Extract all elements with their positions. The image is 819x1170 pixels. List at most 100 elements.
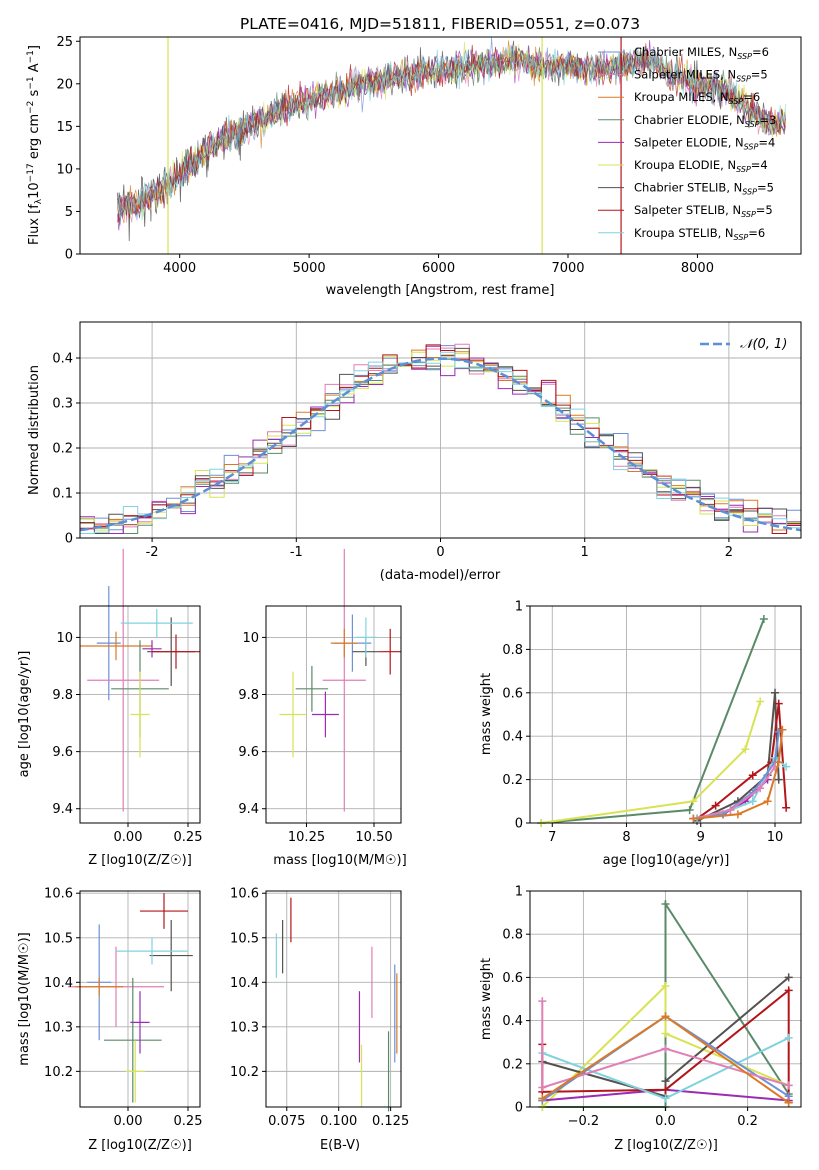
x-tick-label: 6000 [422, 261, 455, 276]
ylabel-part: 10 [27, 182, 42, 199]
series-marker [774, 758, 783, 767]
mass-vs-Z-panel: 0.00 0.25 10.2 10.3 10.4 10.5 10.6 Z [log10(Z/Z… [17, 887, 202, 1153]
errorbar-salpeter-elodie [130, 991, 150, 1054]
y-tick-label: 10.2 [44, 1065, 73, 1080]
ylabel-part: erg cm [27, 114, 42, 163]
weight-vs-Z-panel: −0.2 0.0 0.2 0 0.2 0.4 0.6 0.8 1 Z [log10(Z/Z☉)] m… [479, 885, 801, 1153]
legend-text: =6 [743, 90, 760, 104]
series-marker [784, 1081, 793, 1090]
spectrum-panel: 4000 5000 6000 7000 8000 0 5 10 15 20 25 wavelength… [26, 35, 786, 298]
x-axis-label: Z [log10(Z/Z☉)] [614, 1138, 718, 1153]
series-marker [538, 1083, 547, 1092]
errorbar-kroupa-miles [80, 631, 152, 661]
series-marker [661, 1029, 670, 1038]
series-marker [661, 1094, 670, 1103]
series-kroupa-elodie [537, 697, 765, 827]
spectrum-marks [117, 36, 786, 254]
y-tick-label: 0.2 [52, 442, 73, 457]
x-tick-label: 0.25 [174, 1114, 203, 1129]
series-marker [748, 797, 757, 806]
y-tick-label: 20 [56, 77, 73, 92]
legend-text: =5 [757, 181, 774, 195]
normal-curve [79, 357, 802, 532]
series-marker [538, 1094, 547, 1103]
legend-label-salpeter-elodie: Salpeter ELODIE, NSSP=4 [634, 135, 775, 151]
age-vs-Z-marks [80, 548, 200, 812]
x-tick-label: 0.125 [372, 1114, 409, 1129]
x-tick-label: 0.00 [114, 830, 143, 845]
legend-label-chabrier-elodie: Chabrier ELODIE, NSSP=3 [634, 113, 776, 129]
mass-vs-ebv-frame [265, 890, 402, 1108]
legend-sub: SSP [734, 233, 749, 242]
ylabel-part: ] [27, 45, 42, 50]
ylabel-part: A [27, 63, 42, 76]
y-tick-label: 10.3 [44, 1020, 73, 1035]
series-kroupa-miles [538, 1012, 793, 1107]
errorbar-salpeter-miles [87, 548, 160, 812]
y-tick-label: 0 [515, 817, 523, 832]
series-line [696, 703, 788, 820]
y-tick-label: 0.2 [502, 773, 523, 788]
y-tick-label: 9.4 [52, 802, 73, 817]
legend-sub: SSP [736, 75, 751, 84]
legend-text: Kroupa ELODIE, N [634, 158, 736, 172]
y-tick-label: 9.8 [238, 688, 259, 703]
legend-text: =5 [751, 68, 768, 82]
series-marker [748, 771, 757, 780]
y-axis-label: Normed distribution [27, 365, 42, 495]
ylabel-part: Flux [f [27, 204, 42, 245]
x-axis-label: (data-model)/error [380, 568, 501, 583]
x-tick-label: 5000 [293, 261, 326, 276]
histogram-marks [79, 343, 802, 534]
legend-sub: SSP [736, 165, 751, 174]
x-axis-label: mass [log10(M/M☉)] [273, 853, 406, 868]
series-marker [784, 1033, 793, 1042]
errorbar-kroupa-stelib [120, 608, 193, 638]
x-tick-label: 7000 [551, 261, 584, 276]
errorbar-kroupa-miles [75, 977, 124, 996]
y-tick-label: 9.4 [238, 802, 259, 817]
legend-label-chabrier-stelib: Chabrier STELIB, NSSP=5 [634, 181, 774, 197]
legend-text: =4 [751, 158, 768, 172]
series-marker [661, 1077, 670, 1086]
spectrum-frame [79, 36, 802, 255]
errorbar-chabrier-miles [96, 586, 121, 701]
y-tick-label: 0.3 [52, 397, 73, 412]
x-tick-label: -1 [290, 545, 303, 560]
series-marker [711, 801, 720, 810]
y-tick-label: 0.2 [502, 1057, 523, 1072]
y-axis-label: mass weight [479, 673, 494, 755]
x-tick-label: 10.50 [355, 830, 392, 845]
mass-vs-ebv-marks [275, 897, 398, 1112]
x-axis-label: Z [log10(Z/Z☉)] [88, 1138, 192, 1153]
errorbar-kroupa-stelib [355, 617, 377, 658]
age-vs-mass-panel: 10.25 10.50 9.4 9.6 9.8 10 mass [log10(M/M☉)] [238, 548, 407, 868]
series-marker [782, 762, 791, 771]
legend-sub: SSP [737, 52, 752, 61]
ylabel-sup: −17 [26, 163, 36, 182]
x-tick-label: 2 [725, 545, 733, 560]
x-axis-label: age [log10(age/yr)] [603, 853, 730, 868]
y-tick-label: 9.8 [52, 688, 73, 703]
ylabel-sup: −1 [26, 76, 36, 89]
legend-label-kroupa-miles: Kroupa MILES, NSSP=6 [634, 90, 760, 106]
legend-text: Salpeter MILES, N [634, 68, 736, 82]
y-tick-label: 10.6 [230, 887, 259, 902]
legend-label-chabrier-miles: Chabrier MILES, NSSP=6 [634, 45, 769, 61]
y-tick-label: 10.4 [44, 976, 73, 991]
errorbar-kroupa-elodie [130, 671, 150, 758]
errorbar-kroupa-elodie [125, 1040, 145, 1103]
y-tick-label: 10.6 [44, 887, 73, 902]
mass-vs-Z-frame [79, 890, 201, 1108]
ylabel-sup: −2 [26, 101, 36, 114]
series-marker [538, 997, 547, 1006]
series-line [540, 701, 762, 824]
series-salpeter-stelib [693, 699, 791, 823]
y-tick-label: 25 [56, 35, 73, 50]
model-spectrum-kroupa-stelib [117, 46, 786, 221]
y-tick-label: 0.8 [502, 643, 523, 658]
y-axis-label: mass weight [479, 958, 494, 1040]
series-marker [741, 745, 750, 754]
series-line [541, 1001, 789, 1089]
